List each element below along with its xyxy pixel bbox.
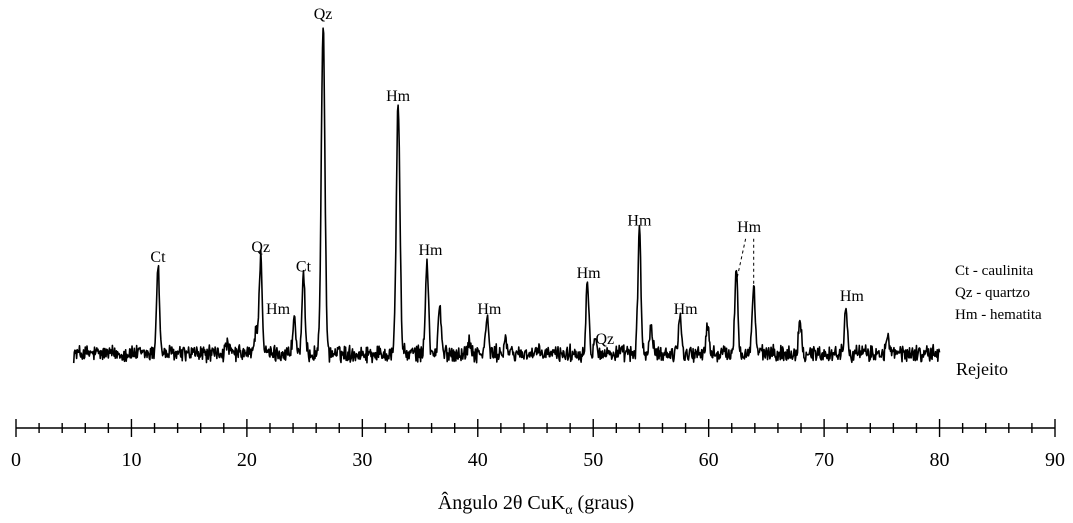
x-axis-label-main: Ângulo 2θ CuK [438,491,566,514]
x-tick-label: 80 [930,449,950,471]
peak-leader-line [735,238,747,282]
x-tick-label: 60 [699,449,719,471]
peak-label: Hm [627,213,652,230]
x-axis-label: Ângulo 2θ CuKα (graus) [438,491,634,518]
leader-lines [735,238,755,298]
x-tick-label: 0 [11,449,21,471]
x-tick-label: 90 [1045,449,1065,471]
peak-label: Qz [314,6,333,23]
x-axis-ticks [15,419,1056,437]
series-line-rejeito [72,27,941,364]
legend-item: Hm - hematita [955,307,1042,323]
peak-label: Hm [477,301,502,318]
x-tick-label: 30 [352,449,372,471]
x-tick-label: 40 [468,449,488,471]
peak-label: Hm [577,265,602,282]
peak-label: Hm [674,301,699,318]
x-tick-label: 20 [237,449,257,471]
x-tick-label: 50 [583,449,603,471]
peak-label: Hm [840,288,865,305]
peak-label: Hm [737,219,762,236]
x-tick-label: 70 [814,449,834,471]
peak-label: Ct [150,249,166,266]
x-axis-label-subscript: α [565,503,573,518]
x-axis-label-suffix: (graus) [573,492,635,514]
legend-item: Ct - caulinita [955,263,1034,279]
peak-label: Qz [251,239,270,256]
legend: Ct - caulinita Qz - quartzo Hm - hematit… [955,263,1042,323]
peak-label: Qz [595,331,614,348]
sample-label: Rejeito [956,359,1008,379]
peak-labels: Ct Qz Hm Ct Qz Hm Hm Hm Hm Qz Hm Hm Hm Hm [150,6,864,348]
legend-item: Qz - quartzo [955,285,1030,301]
x-tick-label: 10 [121,449,141,471]
peak-label: Hm [418,242,443,259]
peak-label: Ct [296,259,312,276]
x-axis-tick-labels: 0 10 20 30 40 50 60 70 80 90 [11,449,1065,471]
peak-label: Hm [266,301,291,318]
peak-label: Hm [386,88,411,105]
